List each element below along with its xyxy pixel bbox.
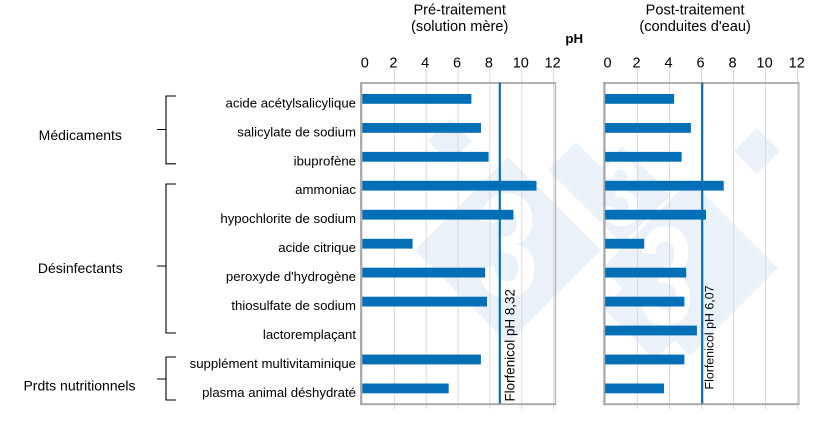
svg-text:4: 4 xyxy=(664,55,672,71)
svg-text:acide acétylsalicylique: acide acétylsalicylique xyxy=(226,95,356,110)
svg-text:8: 8 xyxy=(729,55,737,71)
svg-text:peroxyde d'hydrogène: peroxyde d'hydrogène xyxy=(226,269,356,284)
svg-text:acide citrique: acide citrique xyxy=(278,240,356,255)
svg-text:Désinfectants: Désinfectants xyxy=(38,260,123,276)
svg-text:12: 12 xyxy=(789,55,805,71)
svg-text:6: 6 xyxy=(697,55,705,71)
svg-text:salicylate de sodium: salicylate de sodium xyxy=(237,124,356,139)
svg-text:ibuprofène: ibuprofène xyxy=(294,153,356,168)
svg-text:Pré-traitement: Pré-traitement xyxy=(413,3,505,19)
svg-text:(conduites d'eau): (conduites d'eau) xyxy=(639,19,751,35)
svg-text:pH: pH xyxy=(565,31,583,46)
svg-text:(solution mère): (solution mère) xyxy=(411,19,508,35)
svg-text:10: 10 xyxy=(513,55,529,71)
svg-text:12: 12 xyxy=(545,55,561,71)
svg-text:Florfenicol pH 8,32: Florfenicol pH 8,32 xyxy=(503,289,518,401)
svg-text:Post-traitement: Post-traitement xyxy=(646,3,745,19)
svg-text:0: 0 xyxy=(361,55,369,71)
svg-text:2: 2 xyxy=(389,55,397,71)
svg-text:6: 6 xyxy=(453,55,461,71)
svg-text:thiosulfate de sodium: thiosulfate de sodium xyxy=(231,298,356,313)
svg-text:Prdts nutritionnels: Prdts nutritionnels xyxy=(23,377,135,393)
svg-text:0: 0 xyxy=(604,55,612,71)
svg-text:hypochlorite de sodium: hypochlorite de sodium xyxy=(220,211,356,226)
svg-text:ammoniac: ammoniac xyxy=(295,182,356,197)
svg-text:8: 8 xyxy=(485,55,493,71)
svg-text:lactoremplaçant: lactoremplaçant xyxy=(263,327,356,342)
svg-text:Florfenicol pH 6,07: Florfenicol pH 6,07 xyxy=(703,285,717,389)
svg-text:10: 10 xyxy=(757,55,773,71)
svg-text:supplément multivitaminique: supplément multivitaminique xyxy=(190,356,356,371)
svg-text:4: 4 xyxy=(421,55,429,71)
svg-text:Médicaments: Médicaments xyxy=(39,127,122,143)
svg-text:plasma animal déshydraté: plasma animal déshydraté xyxy=(202,385,356,400)
svg-text:2: 2 xyxy=(632,55,640,71)
